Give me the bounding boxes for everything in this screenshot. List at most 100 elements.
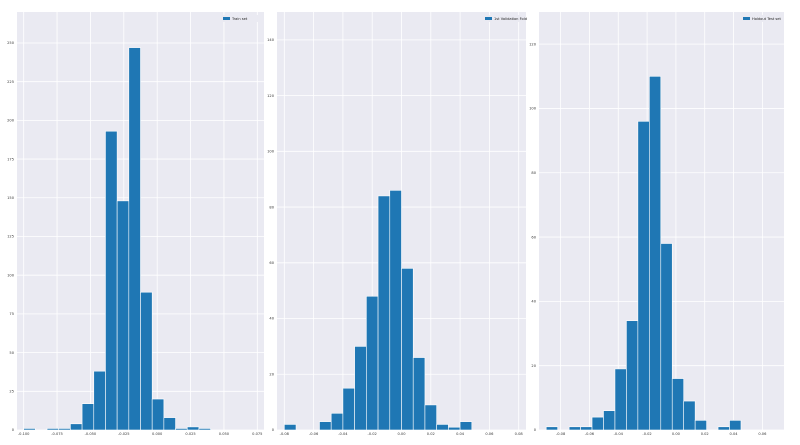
histogram-bar [23,428,36,431]
histogram-bar [412,357,426,431]
y-tick-label: 20 [531,364,536,368]
x-tick-label: -0.100 [18,432,30,436]
histogram-bar [330,412,344,431]
histogram-panel-3: -0.08 -0.06 -0.04 -0.02 0.00 0.02 0.04 0.06 0 20 4… [529,12,784,436]
histogram-bar [81,403,95,431]
x-tick-label: 0.04 [730,432,739,436]
y-tick-label: 100 [529,107,537,111]
legend-box [741,15,781,22]
legend-swatch [743,17,750,20]
x-tick-label: -0.025 [118,432,130,436]
x-tick-label: 0.06 [758,432,767,436]
x-tick-label: -0.04 [614,432,624,436]
x-tick-label: 0.025 [185,432,195,436]
histogram-panel-2: -0.08 -0.06 -0.04 -0.02 0.00 0.02 0.04 0.06 0.08… [267,12,527,436]
histogram-bar [660,243,673,431]
histogram-bar [459,421,473,431]
histogram-bar [436,424,449,431]
histogram-bar [186,426,200,431]
x-tick-label: 0.050 [219,432,230,436]
histogram-bar [614,368,627,431]
legend-label: Holdout Test set [752,17,782,21]
y-tick-label: 40 [531,300,536,304]
y-tick-label: 25 [9,389,14,393]
x-tick-label: 0.00 [397,432,406,436]
x-tick-label: -0.06 [309,432,319,436]
legend-label: 1st Validation Fold [494,17,527,21]
histogram-bar [377,195,391,431]
x-tick-label: -0.050 [85,432,97,436]
y-tick-label: 40 [269,317,274,321]
y-tick-label: 60 [269,261,274,265]
x-tick-label: -0.075 [51,432,63,436]
x-tick-label: -0.04 [338,432,348,436]
y-tick-label: 150 [7,196,15,200]
y-tick-label: 0 [272,428,275,432]
histogram-bar [424,404,437,431]
histogram-bar [175,428,188,431]
y-tick-label: 75 [9,312,14,316]
y-tick-label: 140 [267,38,275,42]
y-tick-label: 120 [267,94,275,98]
histogram-bar [354,346,367,431]
y-tick-label: 125 [7,235,14,239]
histogram-bar [389,190,402,431]
histogram-bar [637,121,650,431]
histogram-bar [671,378,684,431]
histogram-bar [649,76,662,431]
histogram-bar [198,428,211,431]
x-tick-label: -0.08 [556,432,566,436]
x-tick-label: 0.075 [252,432,262,436]
x-tick-label: 0.00 [672,432,681,436]
x-tick-label: 0.000 [152,432,163,436]
x-tick-label: 0.04 [456,432,465,436]
histogram-bar [580,426,593,431]
legend-label: Train set [231,17,248,21]
legend-swatch [485,17,492,20]
y-tick-label: 50 [9,351,14,355]
histogram-bar [105,130,118,431]
histogram-bar [401,268,414,431]
histogram-bar [603,410,616,431]
histogram-bar [140,291,153,431]
x-tick-label: 0.02 [427,432,435,436]
histogram-bar [70,423,83,431]
y-tick-label: 200 [7,119,15,123]
x-tick-label: 0.08 [515,432,524,436]
x-tick-label: -0.08 [280,432,290,436]
y-tick-label: 225 [7,80,14,84]
y-tick-label: 0 [12,428,15,432]
x-tick-label: -0.02 [368,432,377,436]
y-tick-label: 100 [7,273,15,277]
legend-box [221,15,261,22]
y-tick-label: 120 [529,42,537,46]
histogram-bar [128,47,141,431]
histogram-bar [46,428,60,431]
histogram-bar [683,400,696,431]
y-tick-label: 0 [534,428,537,432]
y-tick-label: 60 [531,235,536,239]
histogram-bar [568,426,581,431]
histogram-bar [366,295,379,431]
histogram-bar [284,424,297,431]
x-tick-label: -0.06 [585,432,595,436]
histogram-bar [626,320,639,431]
y-tick-label: 250 [7,41,15,45]
histogram-panel-1: -0.100 -0.075 -0.050 -0.025 0.000 0.025 0.050 0… [7,12,264,436]
y-tick-label: 20 [269,372,274,376]
histogram-bar [729,420,742,431]
legend-box [483,15,523,22]
histogram-bar [591,416,604,431]
histogram-bar [163,417,176,431]
histogram-bar [93,370,106,431]
histogram-bar [694,420,707,431]
legend-swatch [223,17,230,20]
histogram-bar [717,426,730,431]
histogram-bar [342,387,355,431]
histogram-bar [151,398,165,431]
histogram-bar [58,428,71,431]
histogram-bar [116,200,130,431]
histogram-bar [319,421,332,431]
x-tick-label: 0.06 [485,432,494,436]
